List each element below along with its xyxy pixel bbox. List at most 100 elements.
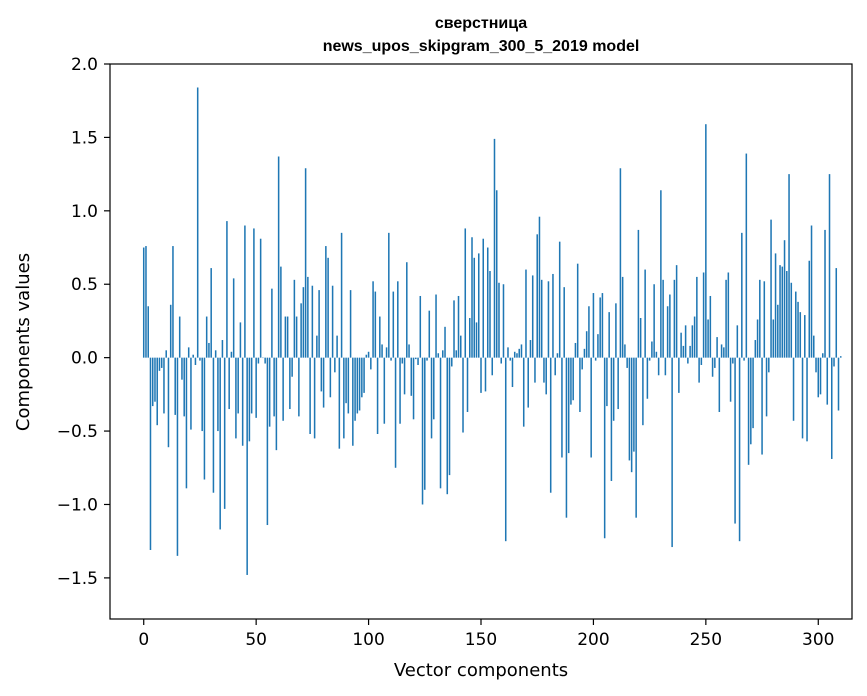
bar-124 — [421, 357, 424, 505]
bar-220 — [637, 229, 640, 358]
bar-94 — [354, 357, 356, 421]
bar-73 — [307, 276, 309, 358]
bar-183 — [554, 357, 556, 376]
bar-295 — [806, 357, 808, 442]
bar-81 — [325, 246, 327, 358]
bar-194 — [579, 357, 581, 412]
bar-197 — [585, 331, 588, 358]
bar-75 — [311, 285, 314, 358]
bar-285 — [783, 240, 786, 358]
bar-244 — [691, 325, 694, 358]
bar-232 — [664, 357, 667, 376]
bar-138 — [453, 300, 455, 358]
x-tick-label: 250 — [690, 630, 722, 650]
bar-36 — [223, 357, 226, 509]
bar-289 — [792, 357, 795, 421]
bar-174 — [534, 357, 536, 383]
bar-303 — [824, 229, 826, 358]
bar-191 — [572, 357, 574, 401]
y-tick-label: 1.5 — [71, 128, 98, 148]
plot-frame — [109, 63, 853, 620]
bar-211 — [617, 357, 619, 410]
bar-225 — [648, 357, 651, 361]
bar-276 — [763, 281, 766, 358]
bar-109 — [388, 232, 390, 358]
bar-13 — [172, 246, 174, 358]
bar-45 — [244, 225, 246, 358]
bar-142 — [462, 357, 464, 433]
bar-305 — [828, 174, 831, 358]
bar-171 — [527, 357, 529, 408]
bar-152 — [484, 357, 487, 392]
bar-209 — [612, 357, 615, 421]
bar-257 — [720, 344, 723, 358]
bar-80 — [322, 357, 325, 408]
bar-280 — [772, 319, 775, 358]
bar-252 — [709, 295, 712, 358]
bar-299 — [815, 357, 817, 373]
bar-47 — [248, 357, 251, 442]
x-tick-label: 100 — [352, 630, 384, 650]
bar-56 — [268, 357, 271, 427]
bar-184 — [556, 353, 559, 358]
bar-154 — [489, 271, 491, 358]
bar-95 — [356, 357, 359, 414]
bar-255 — [716, 337, 718, 358]
bar-175 — [536, 234, 538, 358]
bar-248 — [700, 357, 703, 365]
bar-270 — [750, 357, 752, 445]
bar-88 — [340, 232, 343, 358]
bar-115 — [401, 357, 404, 364]
bar-273 — [756, 319, 759, 358]
y-tick-label: 1.0 — [71, 202, 98, 222]
bar-214 — [624, 344, 626, 358]
bar-296 — [808, 260, 811, 358]
bar-110 — [390, 357, 392, 361]
bar-215 — [626, 357, 628, 368]
bar-283 — [779, 265, 781, 358]
bar-14 — [174, 357, 176, 415]
bar-163 — [509, 357, 511, 361]
bar-46 — [246, 357, 248, 575]
bar-169 — [522, 357, 525, 427]
bar-182 — [552, 273, 554, 358]
bar-278 — [768, 357, 770, 373]
bar-262 — [732, 357, 734, 364]
bar-119 — [410, 357, 413, 396]
bar-128 — [430, 357, 433, 439]
bar-298 — [813, 335, 815, 358]
bar-290 — [795, 291, 797, 358]
bar-157 — [495, 190, 498, 358]
bar-274 — [759, 279, 761, 358]
bar-131 — [437, 353, 440, 358]
bar-6 — [156, 357, 158, 426]
bar-59 — [275, 357, 278, 451]
bar-281 — [774, 253, 777, 358]
bar-60 — [277, 156, 280, 358]
bar-99 — [365, 354, 368, 358]
bar-34 — [219, 357, 221, 530]
bar-0 — [142, 247, 145, 358]
bar-309 — [837, 357, 840, 411]
x-tick-label: 300 — [802, 630, 834, 650]
y-axis-label: Components values — [13, 253, 34, 431]
bar-304 — [826, 357, 829, 405]
bar-93 — [352, 357, 354, 446]
y-tick-label: −1.5 — [57, 569, 98, 589]
bar-266 — [741, 232, 743, 358]
bar-100 — [367, 351, 370, 358]
bar-84 — [331, 285, 334, 358]
bar-228 — [655, 351, 658, 358]
bar-15 — [176, 357, 179, 556]
bar-187 — [563, 287, 565, 358]
bar-5 — [154, 357, 156, 402]
bar-96 — [358, 357, 361, 411]
bar-120 — [412, 357, 415, 420]
bar-203 — [599, 297, 601, 358]
bar-159 — [500, 357, 502, 364]
bar-103 — [374, 291, 377, 358]
bar-76 — [313, 357, 316, 439]
bar-256 — [718, 357, 721, 412]
bar-253 — [711, 357, 714, 377]
bar-147 — [473, 257, 476, 358]
